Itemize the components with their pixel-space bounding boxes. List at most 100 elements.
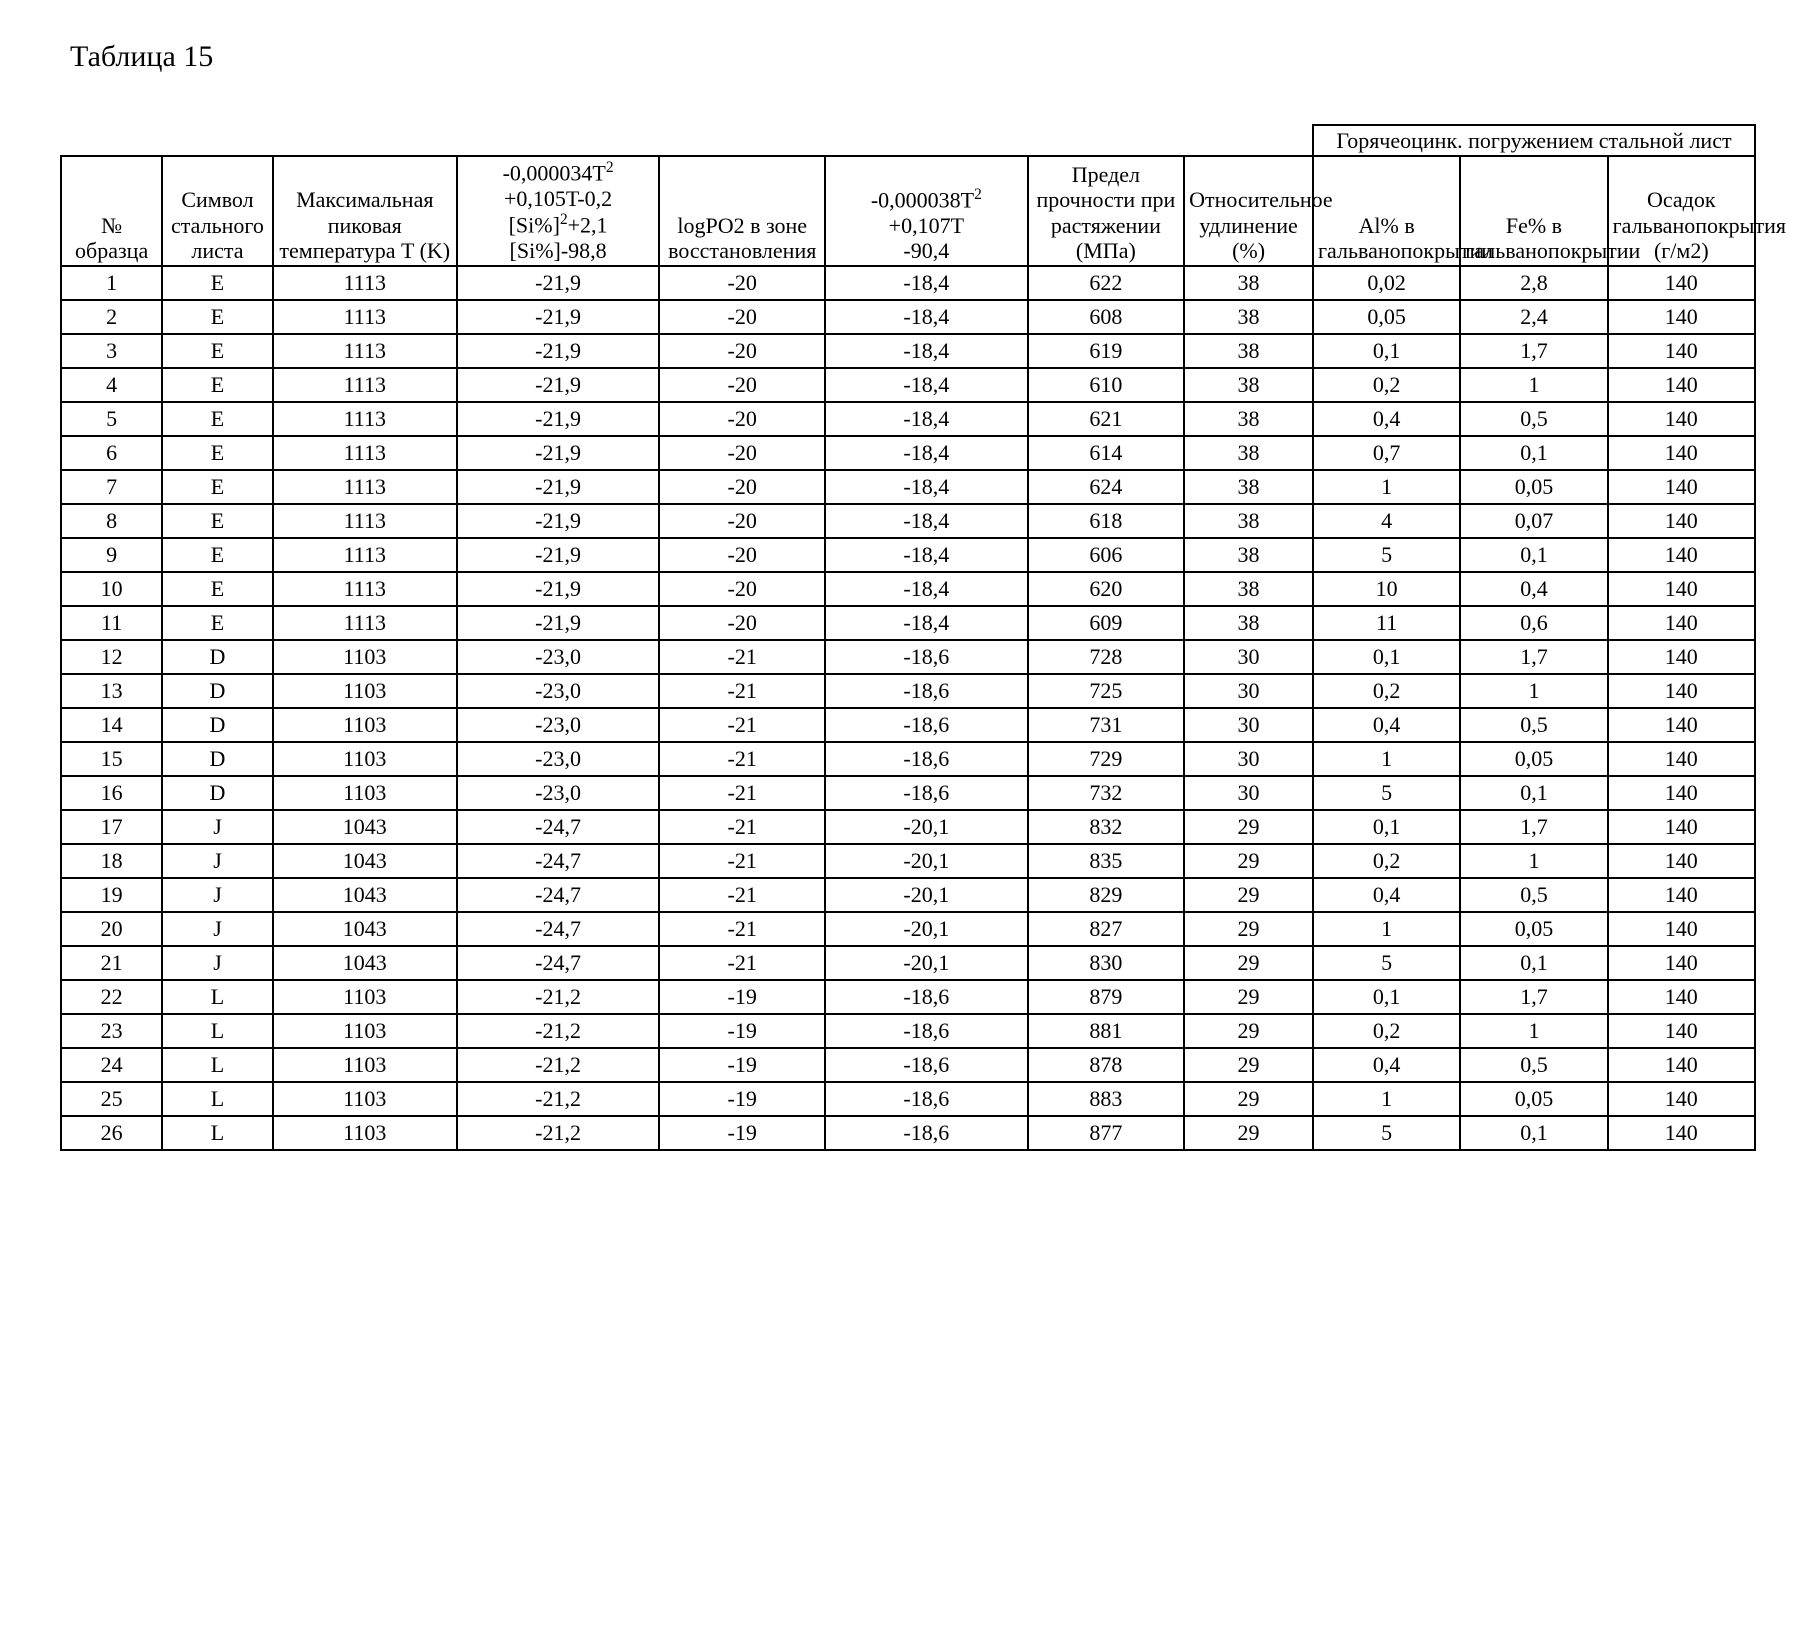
col-header-fe-pct: Fe% в гальванопокрытии <box>1460 156 1607 266</box>
table-row: 20J1043-24,7-21-20,18272910,05140 <box>61 912 1755 946</box>
table-cell: 0,1 <box>1313 334 1460 368</box>
table-cell: 1 <box>1313 912 1460 946</box>
table-cell: 1 <box>1313 470 1460 504</box>
table-cell: 0,05 <box>1313 300 1460 334</box>
table-cell: 1113 <box>273 334 457 368</box>
table-cell: E <box>162 266 272 300</box>
table-cell: -19 <box>659 1014 825 1048</box>
table-cell: 19 <box>61 878 162 912</box>
table-cell: 1103 <box>273 640 457 674</box>
table-cell: 18 <box>61 844 162 878</box>
table-cell: 7 <box>61 470 162 504</box>
table-cell: 1043 <box>273 878 457 912</box>
table-cell: 879 <box>1028 980 1185 1014</box>
table-row: 11E1113-21,9-20-18,460938110,6140 <box>61 606 1755 640</box>
table-cell: -21,2 <box>457 1116 660 1150</box>
table-cell: 731 <box>1028 708 1185 742</box>
table-cell: 1113 <box>273 300 457 334</box>
table-cell: 140 <box>1608 674 1755 708</box>
table-cell: 0,05 <box>1460 742 1607 776</box>
table-cell: D <box>162 674 272 708</box>
table-cell: -18,4 <box>825 266 1028 300</box>
table-cell: 30 <box>1184 742 1313 776</box>
table-cell: 140 <box>1608 912 1755 946</box>
col-header-elongation: Относительное удлинение (%) <box>1184 156 1313 266</box>
table-cell: 140 <box>1608 402 1755 436</box>
table-cell: -20,1 <box>825 810 1028 844</box>
table-cell: 0,1 <box>1313 980 1460 1014</box>
table-cell: 10 <box>1313 572 1460 606</box>
table-cell: -23,0 <box>457 708 660 742</box>
table-cell: -18,6 <box>825 640 1028 674</box>
table-cell: -20 <box>659 504 825 538</box>
table-row: 12D1103-23,0-21-18,6728300,11,7140 <box>61 640 1755 674</box>
table-cell: 6 <box>61 436 162 470</box>
table-cell: 0,2 <box>1313 1014 1460 1048</box>
table-cell: -20 <box>659 266 825 300</box>
table-cell: L <box>162 1048 272 1082</box>
col-group-header: Горячеоцинк. погружением стальной лист <box>1313 125 1755 156</box>
table-cell: 140 <box>1608 1014 1755 1048</box>
table-cell: -21,9 <box>457 266 660 300</box>
table-cell: L <box>162 1014 272 1048</box>
table-cell: 29 <box>1184 844 1313 878</box>
table-cell: 140 <box>1608 980 1755 1014</box>
table-cell: 0,4 <box>1460 572 1607 606</box>
table-cell: 4 <box>1313 504 1460 538</box>
table-cell: -20,1 <box>825 912 1028 946</box>
table-cell: 622 <box>1028 266 1185 300</box>
table-row: 24L1103-21,2-19-18,6878290,40,5140 <box>61 1048 1755 1082</box>
table-cell: 614 <box>1028 436 1185 470</box>
table-cell: 22 <box>61 980 162 1014</box>
table-cell: 609 <box>1028 606 1185 640</box>
table-cell: -21 <box>659 742 825 776</box>
table-cell: 13 <box>61 674 162 708</box>
table-row: 4E1113-21,9-20-18,4610380,21140 <box>61 368 1755 402</box>
table-cell: 38 <box>1184 334 1313 368</box>
table-cell: -18,6 <box>825 674 1028 708</box>
table-cell: -18,6 <box>825 1014 1028 1048</box>
table-cell: -21,2 <box>457 1082 660 1116</box>
table-cell: -20 <box>659 572 825 606</box>
table-row: 2E1113-21,9-20-18,4608380,052,4140 <box>61 300 1755 334</box>
table-title: Таблица 15 <box>70 40 1756 74</box>
table-cell: -19 <box>659 1082 825 1116</box>
table-cell: 835 <box>1028 844 1185 878</box>
table-cell: 140 <box>1608 946 1755 980</box>
table-row: 26L1103-21,2-19-18,68772950,1140 <box>61 1116 1755 1150</box>
table-cell: -18,6 <box>825 1116 1028 1150</box>
table-cell: 0,1 <box>1460 776 1607 810</box>
table-cell: D <box>162 640 272 674</box>
table-cell: 38 <box>1184 266 1313 300</box>
table-row: 17J1043-24,7-21-20,1832290,11,7140 <box>61 810 1755 844</box>
table-cell: 0,5 <box>1460 878 1607 912</box>
table-cell: -18,6 <box>825 742 1028 776</box>
table-row: 3E1113-21,9-20-18,4619380,11,7140 <box>61 334 1755 368</box>
table-cell: 38 <box>1184 436 1313 470</box>
table-cell: -23,0 <box>457 742 660 776</box>
table-cell: 140 <box>1608 1116 1755 1150</box>
table-cell: 728 <box>1028 640 1185 674</box>
table-cell: 140 <box>1608 470 1755 504</box>
table-cell: 29 <box>1184 980 1313 1014</box>
table-cell: 1,7 <box>1460 640 1607 674</box>
table-cell: 620 <box>1028 572 1185 606</box>
table-cell: 0,6 <box>1460 606 1607 640</box>
table-cell: 30 <box>1184 708 1313 742</box>
table-cell: -18,4 <box>825 572 1028 606</box>
table-row: 6E1113-21,9-20-18,4614380,70,1140 <box>61 436 1755 470</box>
table-cell: 16 <box>61 776 162 810</box>
data-table: Горячеоцинк. погружением стальной лист №… <box>60 124 1756 1151</box>
table-cell: 1113 <box>273 368 457 402</box>
table-cell: 140 <box>1608 606 1755 640</box>
table-cell: 1113 <box>273 504 457 538</box>
table-cell: 1 <box>1313 742 1460 776</box>
table-cell: 619 <box>1028 334 1185 368</box>
table-cell: -21,9 <box>457 572 660 606</box>
table-cell: -21,9 <box>457 504 660 538</box>
table-cell: 0,5 <box>1460 402 1607 436</box>
table-cell: E <box>162 300 272 334</box>
table-cell: 1103 <box>273 708 457 742</box>
table-cell: -18,4 <box>825 504 1028 538</box>
table-cell: 881 <box>1028 1014 1185 1048</box>
